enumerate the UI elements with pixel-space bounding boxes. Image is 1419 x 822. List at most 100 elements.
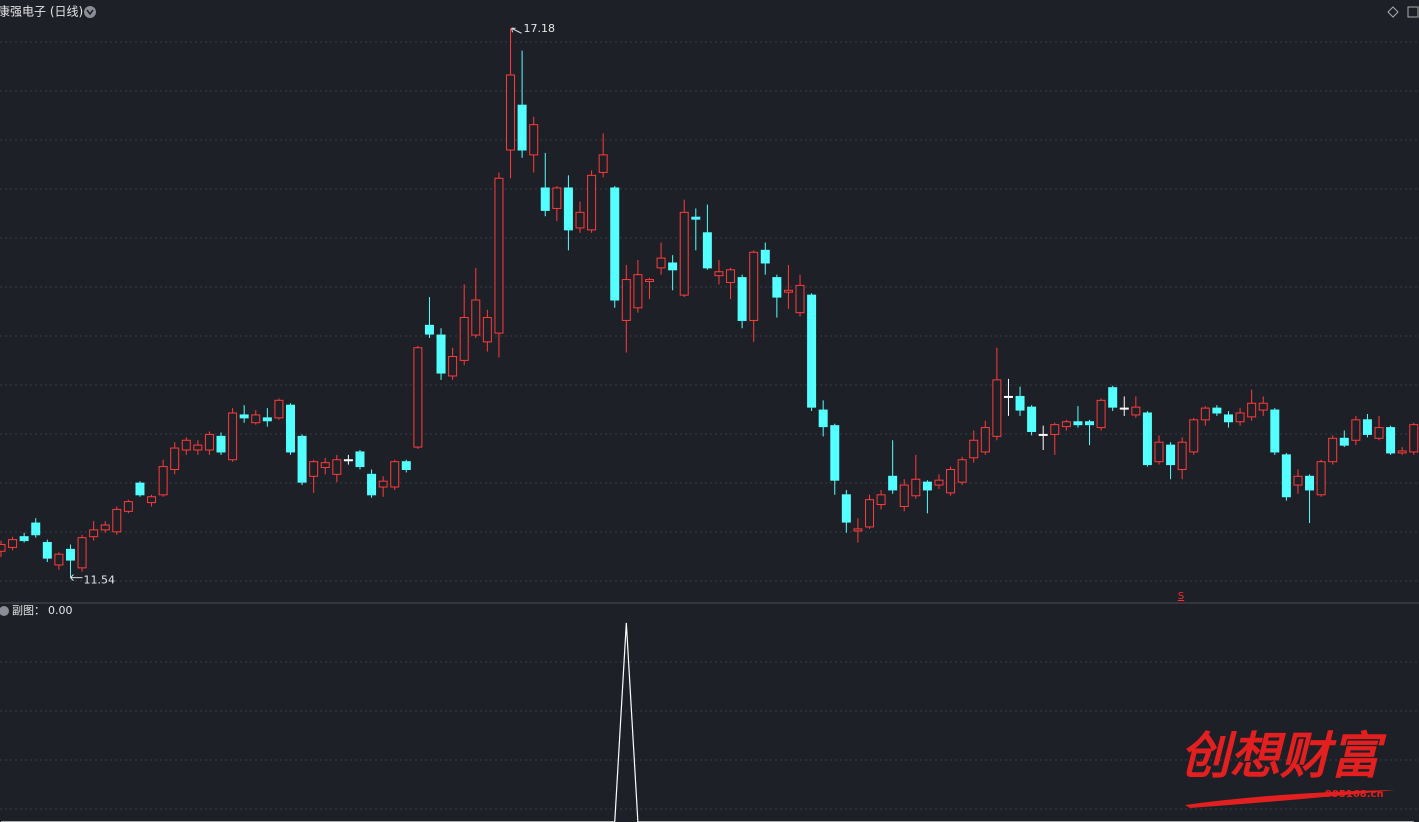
candle-body bbox=[216, 435, 226, 453]
candle-body bbox=[691, 216, 701, 220]
sub-menu-button[interactable] bbox=[0, 606, 9, 616]
sub-value: 0.00 bbox=[48, 604, 73, 617]
candle-body bbox=[204, 433, 214, 451]
signal-marker: S bbox=[1178, 591, 1184, 602]
candle-body bbox=[401, 461, 411, 470]
candle-body bbox=[1293, 475, 1303, 486]
candle-body bbox=[552, 187, 562, 209]
candle-body bbox=[679, 211, 689, 296]
candle-body bbox=[1027, 406, 1037, 432]
candle-body bbox=[494, 177, 504, 334]
candle-body bbox=[760, 249, 770, 264]
watermark: 创想财富 995168.cn bbox=[1180, 726, 1395, 808]
candle-body bbox=[1247, 402, 1257, 418]
candle-body bbox=[436, 334, 446, 374]
candle-body bbox=[529, 124, 539, 156]
candle-body bbox=[946, 468, 956, 494]
watermark-brand: 创想财富 bbox=[1180, 726, 1387, 785]
candle-body bbox=[147, 496, 157, 504]
candle-body bbox=[19, 536, 29, 542]
candle-body bbox=[1131, 406, 1141, 416]
candle-body bbox=[888, 475, 898, 491]
candle-body bbox=[89, 529, 99, 538]
candle-body bbox=[459, 317, 469, 361]
candle-body bbox=[158, 466, 168, 496]
candle-body bbox=[1351, 419, 1361, 441]
candle-body bbox=[1316, 461, 1326, 496]
candle-body bbox=[621, 279, 631, 321]
candle-body bbox=[980, 427, 990, 453]
watermark-swoosh bbox=[1185, 790, 1395, 808]
candle-body bbox=[922, 481, 932, 491]
candle-body bbox=[969, 439, 979, 459]
candle-body bbox=[65, 548, 75, 561]
candle-body bbox=[1258, 402, 1268, 411]
candle-body bbox=[355, 451, 365, 468]
candle-body bbox=[1386, 427, 1396, 454]
candle-body bbox=[274, 399, 284, 419]
candle-body bbox=[228, 412, 238, 461]
candle-body bbox=[934, 479, 944, 486]
candle-body bbox=[644, 279, 654, 282]
candle-body bbox=[482, 317, 492, 343]
candle-body bbox=[865, 499, 874, 528]
candle-body bbox=[1281, 454, 1291, 498]
candle-body bbox=[1339, 437, 1349, 446]
candle-body bbox=[1108, 387, 1118, 408]
candle-body bbox=[309, 461, 319, 477]
candle-body bbox=[0, 543, 6, 552]
candle-body bbox=[1189, 419, 1199, 453]
candle-body bbox=[471, 299, 481, 336]
candle-body bbox=[1166, 444, 1176, 466]
candle-body bbox=[841, 494, 851, 523]
candle-body bbox=[540, 187, 550, 211]
candle-body bbox=[957, 459, 967, 483]
candle-body bbox=[390, 461, 400, 488]
menu-arrow bbox=[86, 9, 94, 16]
candle-body bbox=[1177, 441, 1187, 470]
candle-body bbox=[563, 187, 573, 231]
candle-body bbox=[193, 444, 203, 451]
candle-body bbox=[1085, 421, 1095, 426]
candle-body bbox=[1096, 399, 1106, 429]
candle-body bbox=[1050, 424, 1060, 435]
candle-body bbox=[77, 537, 87, 569]
diamond-button[interactable] bbox=[1387, 6, 1399, 18]
candle-body bbox=[830, 425, 840, 481]
window-button[interactable] bbox=[1407, 6, 1419, 18]
candle-body bbox=[1154, 441, 1164, 463]
candle-body bbox=[1409, 424, 1419, 453]
candle-body bbox=[170, 447, 180, 470]
candle-body bbox=[587, 174, 597, 231]
candle-body bbox=[737, 277, 747, 321]
high-label: 17.18 bbox=[524, 22, 556, 35]
candle-body bbox=[332, 459, 342, 475]
high-arrow bbox=[511, 27, 522, 34]
candle-body bbox=[135, 482, 145, 496]
low-arrow bbox=[70, 574, 83, 581]
candle-body bbox=[181, 439, 191, 451]
candle-body bbox=[239, 414, 249, 419]
plot: 17.18 11.54 bbox=[0, 22, 1419, 822]
candle-body bbox=[783, 289, 793, 293]
candle-body bbox=[1003, 395, 1013, 398]
menu-button[interactable] bbox=[84, 6, 96, 18]
candle-body bbox=[656, 257, 666, 269]
candle-body bbox=[807, 294, 817, 408]
candle-body bbox=[448, 355, 458, 377]
candle-body bbox=[1119, 407, 1129, 410]
candle-body bbox=[8, 539, 18, 548]
candle-body bbox=[1200, 407, 1210, 421]
candle-body bbox=[378, 480, 388, 488]
candle-body bbox=[1235, 412, 1245, 423]
candle-body bbox=[598, 154, 608, 173]
candle-body bbox=[795, 284, 805, 314]
candle-body bbox=[343, 459, 353, 462]
candle-body bbox=[31, 522, 41, 536]
candle-body bbox=[1038, 433, 1048, 436]
candle-body bbox=[668, 262, 678, 271]
candle-body bbox=[1073, 421, 1083, 426]
candle-body bbox=[876, 494, 886, 506]
